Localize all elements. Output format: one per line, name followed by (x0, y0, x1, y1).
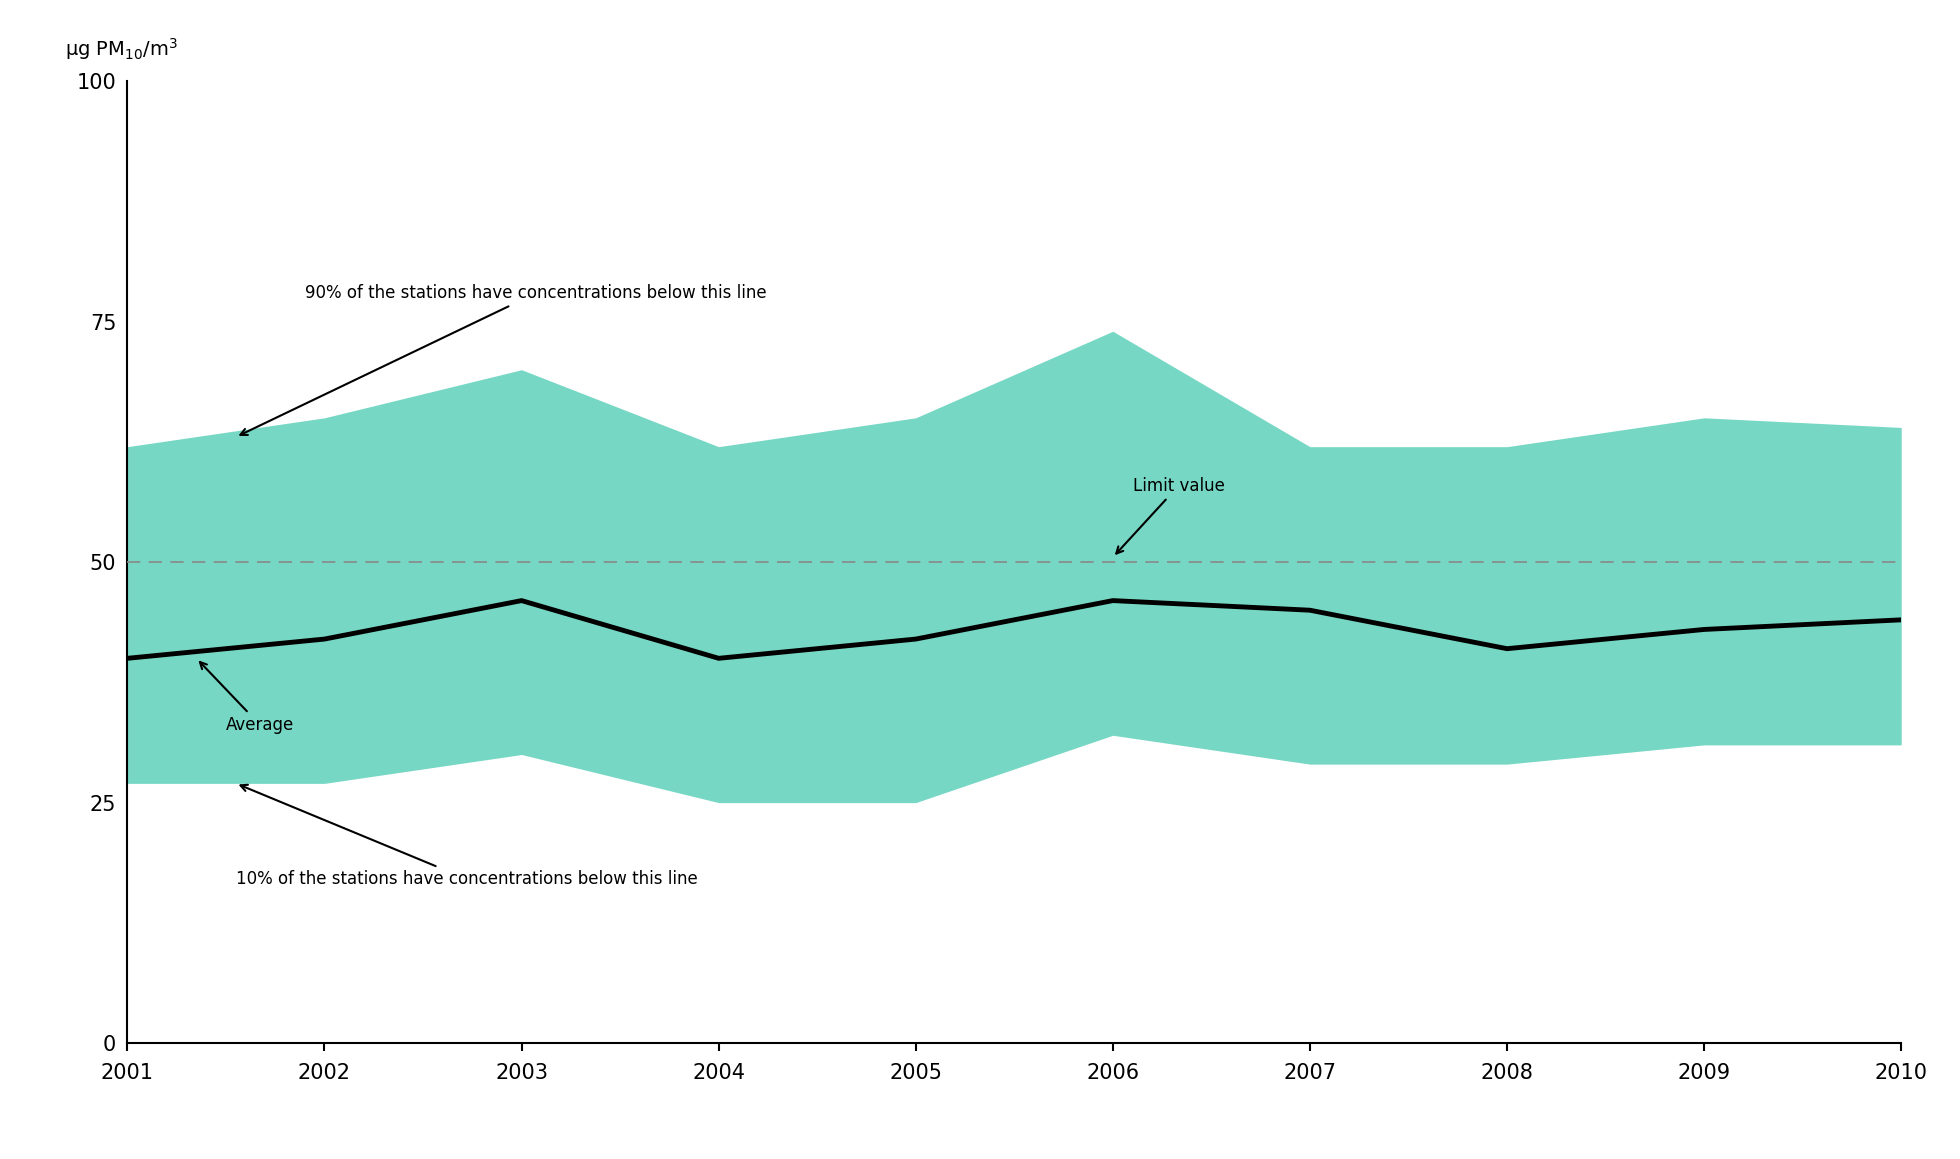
Text: Limit value: Limit value (1117, 476, 1225, 554)
Text: 10% of the stations have concentrations below this line: 10% of the stations have concentrations … (235, 785, 698, 888)
Text: 90% of the stations have concentrations below this line: 90% of the stations have concentrations … (241, 284, 766, 435)
Text: μg PM$_{10}$/m$^3$: μg PM$_{10}$/m$^3$ (65, 36, 178, 61)
Text: Average: Average (200, 662, 294, 734)
